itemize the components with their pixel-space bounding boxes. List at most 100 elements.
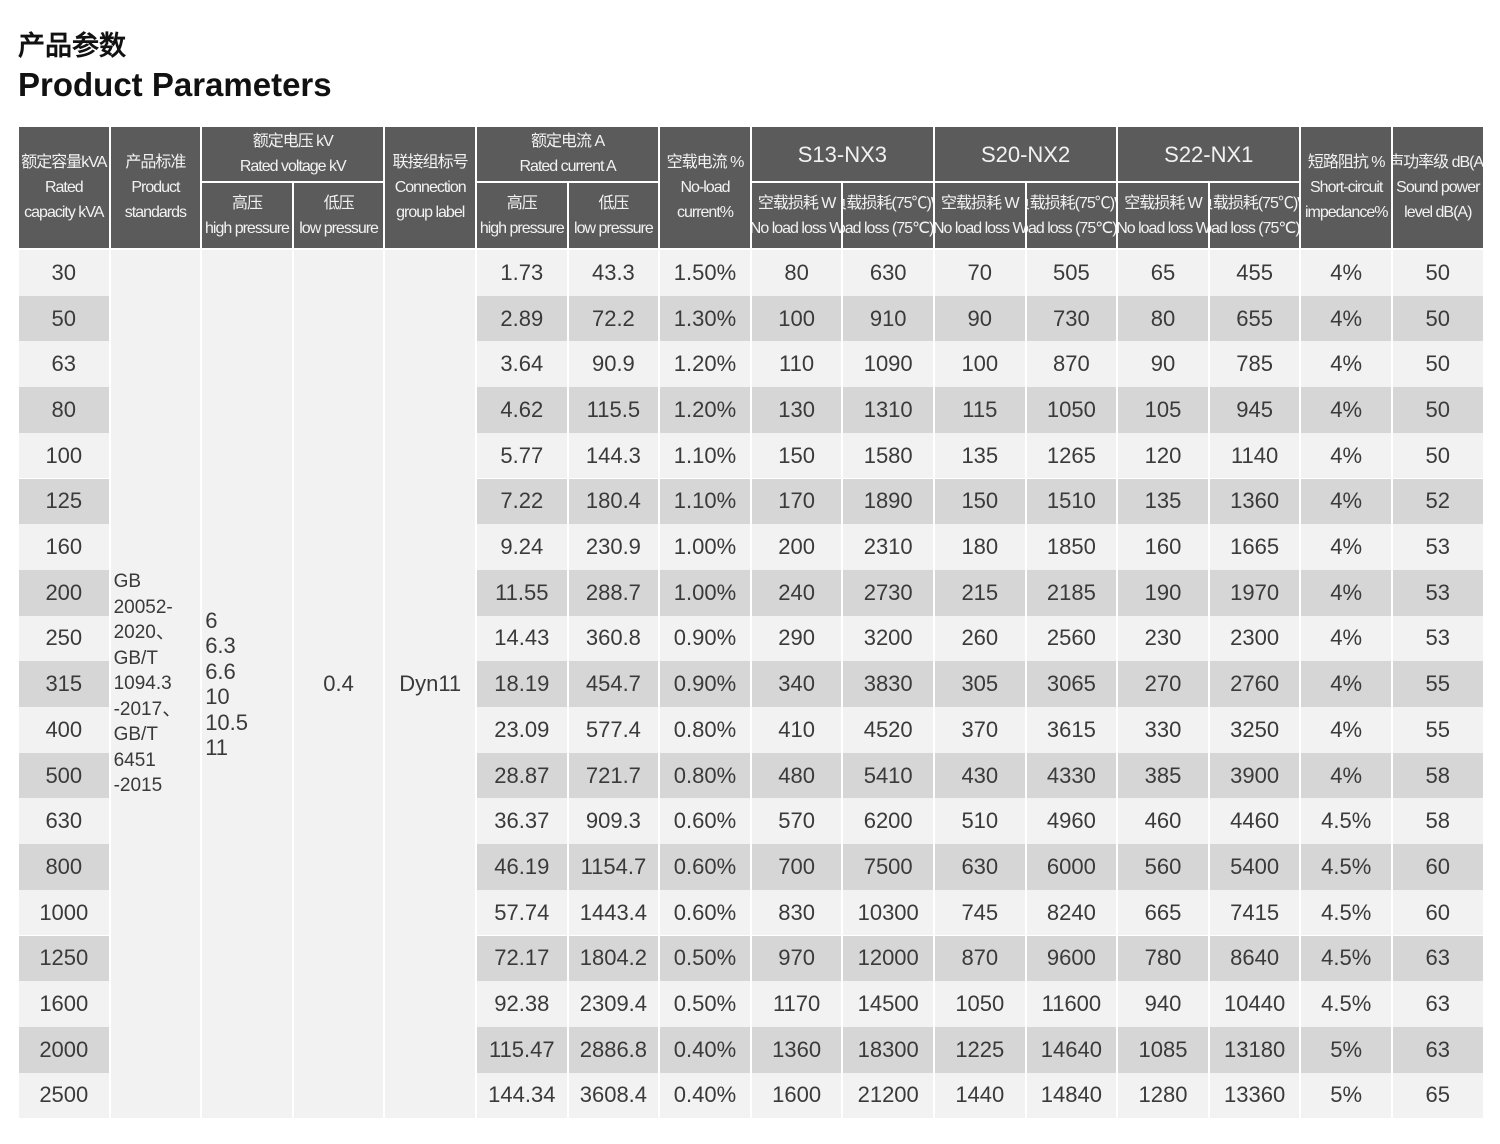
cell-text: 4.5%	[1321, 945, 1372, 971]
merged-cell: Dyn11	[385, 250, 475, 1119]
data-cell: 14500	[843, 981, 933, 1027]
cell-text: 870	[961, 945, 999, 971]
header-cell: 高压 high pressure	[477, 183, 567, 248]
cell-text: 1510	[1046, 488, 1096, 514]
data-cell: 2500	[19, 1072, 109, 1119]
data-cell: 1.20%	[660, 387, 750, 433]
cell-text: 0.50%	[673, 991, 737, 1017]
cell-text: 36.37	[494, 808, 550, 834]
data-cell: 5.77	[477, 432, 567, 479]
cell-text: 55	[1425, 671, 1451, 697]
data-cell: 215	[935, 569, 1025, 616]
data-cell: 909.3	[568, 798, 659, 845]
data-cell: 250	[19, 615, 109, 662]
cell-text: 4%	[1330, 305, 1363, 331]
cell-text: 10.5	[205, 709, 249, 735]
data-cell: 160	[19, 524, 109, 570]
header-text: high pressure	[479, 219, 565, 237]
cell-text: 3615	[1046, 716, 1096, 742]
cell-text: 53	[1425, 579, 1451, 605]
data-cell: 90	[1118, 341, 1208, 388]
data-cell: 1310	[843, 387, 933, 433]
data-cell: 3830	[843, 661, 933, 707]
cell-text: 46.19	[494, 853, 550, 879]
data-cell: 7415	[1209, 889, 1300, 936]
data-cell: 630	[935, 844, 1025, 890]
data-cell: 4.5%	[1301, 889, 1391, 936]
merged-cell: 0.4	[293, 250, 384, 1119]
cell-text: 72.2	[591, 305, 635, 331]
data-cell: 53	[1393, 524, 1483, 570]
data-cell: 2560	[1026, 615, 1117, 662]
header-cell: 负载损耗(75℃)W Load loss (75℃)W	[843, 183, 933, 248]
cell-text: 1050	[1046, 396, 1096, 422]
data-cell: 50	[1393, 295, 1483, 342]
data-cell: 50	[1393, 341, 1483, 388]
cell-text: 57.74	[494, 899, 550, 925]
cell-text: 110	[779, 351, 815, 377]
data-cell: 100	[19, 432, 109, 479]
data-cell: 454.7	[568, 661, 659, 707]
data-cell: 3615	[1026, 707, 1117, 753]
data-cell: 2309.4	[568, 981, 659, 1027]
cell-text: 1154.7	[580, 853, 647, 879]
cell-text: 0.60%	[673, 808, 737, 834]
cell-text: 4330	[1046, 762, 1096, 788]
cell-text: 2.89	[500, 305, 544, 331]
data-cell: 11.55	[477, 569, 567, 616]
data-cell: 785	[1209, 341, 1300, 388]
data-cell: 1280	[1118, 1072, 1208, 1119]
data-cell: 58	[1393, 752, 1483, 799]
cell-text: 2185	[1046, 579, 1096, 605]
data-cell: 4.5%	[1301, 798, 1391, 845]
cell-text: 1250	[39, 945, 89, 971]
data-cell: 105	[1118, 387, 1208, 433]
header-text: 高压	[506, 194, 538, 212]
cell-text: 630	[869, 259, 907, 285]
data-cell: 53	[1393, 615, 1483, 662]
cell-text: 1850	[1046, 534, 1096, 560]
data-cell: 1360	[751, 1026, 842, 1073]
data-cell: 0.40%	[660, 1072, 750, 1119]
cell-text: 100	[961, 351, 999, 377]
data-cell: 23.09	[477, 707, 567, 753]
data-cell: 70	[935, 250, 1025, 296]
data-cell: 14840	[1026, 1072, 1117, 1119]
cell-text: 0.4	[323, 671, 354, 697]
cell-text: 200	[45, 579, 83, 605]
cell-text: 2310	[863, 534, 913, 560]
cell-text: 215	[961, 579, 999, 605]
cell-text: 4%	[1330, 716, 1363, 742]
header-text: Load loss (75℃)W	[843, 219, 933, 237]
cell-text: 240	[778, 579, 815, 605]
cell-text: 480	[778, 762, 815, 788]
cell-text: 1050	[955, 991, 1005, 1017]
data-cell: 10440	[1209, 981, 1300, 1027]
cell-text: 230.9	[585, 534, 641, 560]
cell-text: 5%	[1330, 1082, 1363, 1108]
data-cell: 65	[1393, 1072, 1483, 1119]
data-cell: 55	[1393, 661, 1483, 707]
data-cell: 46.19	[477, 844, 567, 890]
cell-text: 115	[962, 396, 998, 422]
data-cell: 1804.2	[568, 935, 659, 982]
header-cell: 低压 low pressure	[293, 183, 384, 248]
cell-text: 60	[1425, 899, 1451, 925]
data-cell: 560	[1118, 844, 1208, 890]
cell-text: 2560	[1046, 625, 1096, 651]
cell-text: 120	[1144, 442, 1182, 468]
cell-text: 6	[205, 607, 218, 633]
cell-text: 665	[1144, 899, 1182, 925]
header-text: 额定电流 A	[531, 133, 605, 150]
header-text: No load loss W	[935, 219, 1025, 237]
data-cell: 910	[843, 295, 933, 342]
data-cell: 0.60%	[660, 798, 750, 845]
cell-text: 190	[1144, 579, 1182, 605]
data-cell: 160	[1118, 524, 1208, 570]
header-cell: S13-NX3	[751, 127, 933, 181]
data-cell: 3608.4	[568, 1072, 659, 1119]
cell-text: 28.87	[494, 762, 550, 788]
cell-text: 3900	[1230, 762, 1280, 788]
data-cell: 1600	[751, 1072, 842, 1119]
